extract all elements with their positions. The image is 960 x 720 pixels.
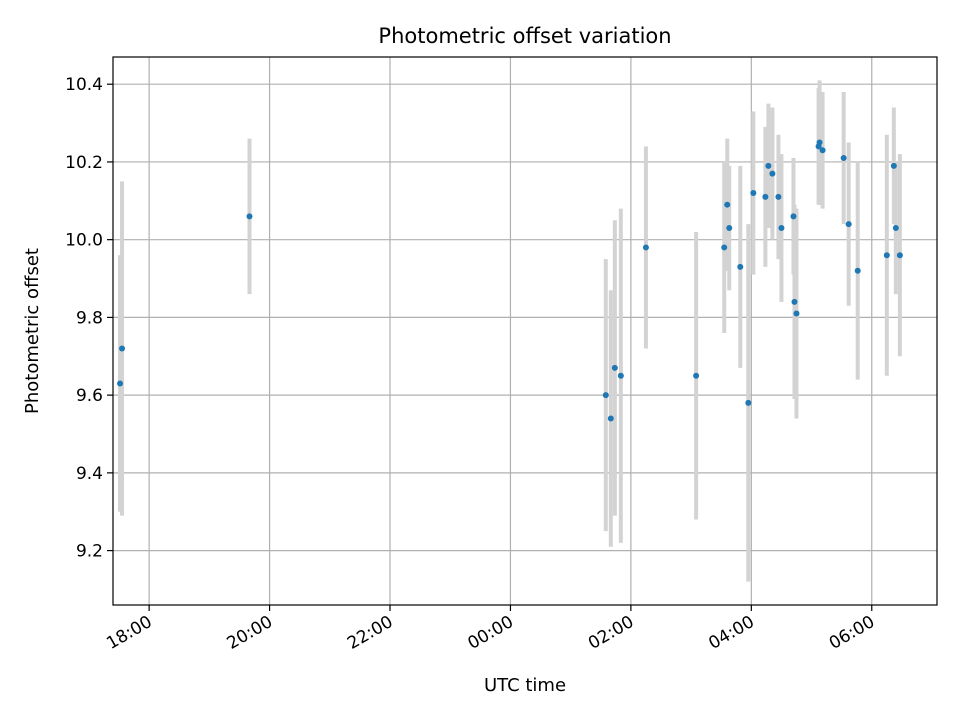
data-point [119, 345, 126, 352]
data-point [791, 298, 798, 305]
x-tick-label: 18:00 [103, 612, 155, 654]
y-tick-label: 9.8 [76, 308, 103, 328]
y-tick-label: 9.2 [76, 542, 103, 562]
data-point [726, 225, 733, 232]
data-point [642, 244, 649, 251]
data-point [816, 139, 823, 146]
x-axis-ticks: 18:00 20:00 22:00 00:00 02:00 04:00 06:00 [103, 605, 878, 654]
x-tick-label: 02:00 [585, 612, 637, 654]
data-point [890, 162, 897, 169]
data-point [745, 399, 752, 406]
data-point [602, 392, 609, 399]
y-axis-label: Photometric offset [22, 248, 43, 414]
x-tick-label: 06:00 [826, 612, 878, 654]
data-point [724, 201, 731, 208]
x-tick-label: 00:00 [465, 612, 517, 654]
y-tick-label: 9.4 [76, 464, 103, 484]
data-point [845, 221, 852, 228]
x-axis-label: UTC time [484, 675, 566, 696]
chart-title: Photometric offset variation [378, 24, 671, 48]
y-tick-label: 10.2 [65, 153, 103, 173]
data-point [721, 244, 728, 251]
data-points [117, 139, 903, 422]
x-tick-label: 22:00 [344, 612, 396, 654]
data-point [896, 252, 903, 259]
data-point [778, 225, 785, 232]
data-point [883, 252, 890, 259]
data-point [607, 415, 614, 422]
data-point [840, 155, 847, 162]
data-point [765, 162, 772, 169]
y-tick-label: 10.0 [65, 231, 103, 251]
data-point [769, 170, 776, 177]
x-tick-label: 20:00 [224, 612, 276, 654]
plot-background [113, 57, 937, 605]
y-tick-label: 10.4 [65, 75, 103, 95]
data-point [246, 213, 253, 220]
data-point [617, 372, 624, 379]
data-point [854, 267, 861, 274]
data-point [775, 193, 782, 200]
data-point [790, 213, 797, 220]
data-point [117, 380, 124, 387]
data-point [611, 364, 618, 371]
y-axis-ticks: 9.2 9.4 9.6 9.8 10.0 10.2 10.4 [65, 75, 113, 562]
data-point [819, 147, 826, 154]
plot-frame [112, 56, 938, 606]
data-point [750, 190, 757, 197]
y-tick-label: 9.6 [76, 386, 103, 406]
data-point [737, 263, 744, 270]
data-point [793, 310, 800, 317]
x-tick-label: 04:00 [705, 612, 757, 654]
data-point [693, 372, 700, 379]
data-point [762, 193, 769, 200]
data-point [892, 225, 899, 232]
